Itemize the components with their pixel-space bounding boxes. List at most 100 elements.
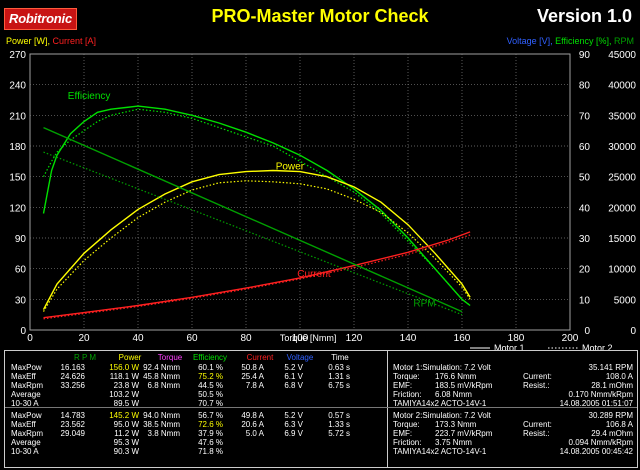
results-row-label: MaxPow [11, 411, 42, 420]
x-tick-label: 140 [400, 333, 417, 344]
motor-info-current-label: Current: [523, 372, 552, 381]
series-line-power-motor1 [42, 169, 471, 310]
motor-info-torque-label: Torque: [393, 420, 420, 429]
results-cell-eff: 70.7 % [198, 399, 223, 408]
y-left-tick-label: 30 [15, 295, 27, 306]
motor-info-emf-label: EMF: [393, 429, 413, 438]
series-line-rpm-motor2 [43, 151, 463, 316]
y-rpm-tick-label: 30000 [608, 142, 636, 153]
x-tick-label: 80 [240, 333, 252, 344]
results-cell-current: 25.4 A [241, 372, 264, 381]
results-cell-power: 145.2 W [109, 411, 139, 420]
x-tick-label: 60 [186, 333, 198, 344]
panel-separator [5, 407, 637, 408]
results-cell-power: 23.8 W [113, 381, 139, 390]
motor-info-friction-label: Friction: [393, 438, 422, 447]
right-axis-label-efficiency: Efficiency [%], [555, 36, 612, 46]
annotation-efficiency: Efficiency [68, 91, 111, 102]
x-tick-label: 180 [508, 333, 525, 344]
motor-info-resist-label: Resist.: [523, 381, 550, 390]
right-axis-label-rpm: RPM [614, 36, 634, 46]
results-cell-power: 118.1 W [109, 372, 139, 381]
motor-info-title: Motor 1:Simulation: 7.2 Volt [393, 363, 491, 372]
series-line-efficiency-motor1 [42, 105, 471, 307]
motor-info-rpm: 35.141 RPM [588, 363, 633, 372]
results-cell-eff: 60.1 % [198, 363, 223, 372]
results-cell-current: 50.8 A [241, 363, 264, 372]
motor-info-torque-value: 176.6 Nmm [435, 372, 477, 381]
x-tick-label: 20 [78, 333, 90, 344]
motor-info-current-value: 108.0 A [605, 372, 633, 381]
left-axis-label-power: Power [W], [6, 36, 51, 46]
right-axis-label: Voltage [V], Efficiency [%], RPM [507, 36, 634, 46]
motor-info-name: TAMIYA14x2 ACTO-14V-1 [393, 447, 487, 456]
results-cell-voltage: 6.9 V [284, 429, 303, 438]
results-cell-torque: 92.4 Nmm [143, 363, 180, 372]
y-rpm-tick-label: 5000 [614, 295, 637, 306]
results-cell-power: 11.2 W [114, 429, 139, 438]
y-rpm-tick-label: 0 [630, 326, 636, 337]
y-right-tick-label: 40 [579, 203, 591, 214]
results-row-label: MaxEff [11, 372, 36, 381]
motor-info-date: 14.08.2005 00:45:42 [559, 447, 633, 456]
x-tick-label: 0 [27, 333, 33, 344]
series-line-rpm-motor1 [43, 126, 463, 313]
left-axis-label: Power [W], Current [A] [6, 36, 96, 46]
motor-info-resist-label: Resist.: [523, 429, 550, 438]
results-cell-power: 89.5 W [113, 399, 139, 408]
results-cell-power: 95.3 W [113, 438, 139, 447]
x-axis-title: Torque [Nmm] [280, 333, 337, 343]
motor-info-current-label: Current: [523, 420, 552, 429]
results-cell-eff: 56.7 % [198, 411, 223, 420]
results-cell-voltage: 6.8 V [284, 381, 303, 390]
results-cell-time: 1.33 s [328, 420, 350, 429]
motor-info-resist-value: 28.1 mOhm [591, 381, 633, 390]
motor-info-torque-label: Torque: [393, 372, 420, 381]
results-cell-rpm: 29.049 [60, 429, 85, 438]
annotation-rpm: RPM [413, 298, 435, 309]
motor-info-emf-label: EMF: [393, 381, 413, 390]
results-cell-power: 90.3 W [113, 447, 139, 456]
results-cell-eff: 47.6 % [198, 438, 223, 447]
results-cell-torque: 94.0 Nmm [143, 411, 180, 420]
y-right-tick-label: 0 [584, 326, 590, 337]
results-cell-eff: 37.9 % [198, 429, 223, 438]
results-cell-torque: 38.5 Nmm [143, 420, 180, 429]
series-line-power-motor2 [42, 180, 471, 312]
y-right-tick-label: 30 [579, 234, 591, 245]
annotation-power: Power [276, 162, 305, 173]
motor-info-current-value: 106.8 A [605, 420, 633, 429]
y-rpm-tick-label: 45000 [608, 50, 636, 61]
motor-info-emf-value: 223.7 mV/kRpm [435, 429, 493, 438]
results-cell-power: 95.0 W [113, 420, 139, 429]
results-header-voltage: Voltage [286, 353, 314, 362]
y-left-tick-label: 90 [15, 234, 27, 245]
results-cell-time: 6.75 s [328, 381, 350, 390]
x-tick-label: 100 [292, 333, 309, 344]
results-cell-rpm: 33.256 [60, 381, 85, 390]
results-header-time: Time [331, 353, 349, 362]
y-right-tick-label: 20 [579, 265, 591, 276]
results-cell-time: 0.57 s [328, 411, 350, 420]
results-row-label: MaxRpm [11, 381, 44, 390]
results-cell-torque: 6.8 Nmm [147, 381, 180, 390]
motor-chart: 0 20 40 60 80 100 120 140 160 180 2000 0 030 10 500060… [9, 50, 637, 350]
annotation-current: Current [297, 269, 331, 280]
left-axis-label-current: Current [A] [52, 36, 97, 46]
title-bar: Robitronic PRO-Master Motor Check Versio… [0, 0, 640, 34]
y-rpm-tick-label: 10000 [608, 265, 636, 276]
results-cell-power: 156.0 W [109, 363, 139, 372]
results-cell-time: 0.63 s [328, 363, 350, 372]
legend-label-motor2: Motor 2 [582, 343, 613, 350]
motor-info-title: Motor 2:Simulation: 7.2 Volt [393, 411, 491, 420]
results-row-label: Average [11, 438, 41, 447]
results-cell-rpm: 16.163 [60, 363, 85, 372]
motor-info-name: TAMIYA14x2 ACTO-14V-1 [393, 399, 487, 408]
results-row-label: 10-30 A [11, 447, 39, 456]
x-tick-label: 200 [562, 333, 579, 344]
y-left-tick-label: 210 [9, 111, 26, 122]
results-row-label: MaxRpm [11, 429, 44, 438]
results-row-label: 10-30 A [11, 399, 39, 408]
y-right-tick-label: 50 [579, 173, 591, 184]
results-header-torque: Torque [157, 353, 183, 362]
